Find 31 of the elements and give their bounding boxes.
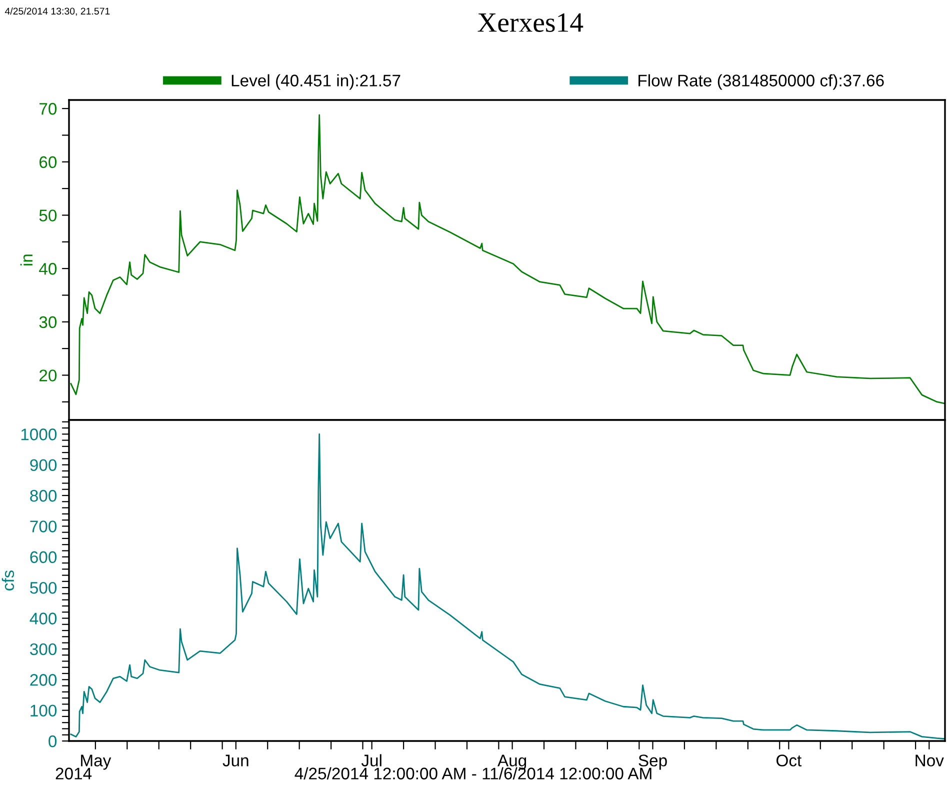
- y-tick-label: 40: [39, 262, 57, 275]
- x-tick-label: Nov: [916, 754, 944, 766]
- y-axis-title: in: [20, 254, 32, 266]
- line-series: [70, 114, 945, 404]
- text: 2014: [56, 768, 92, 780]
- y-axis-title: cfs: [2, 570, 14, 590]
- y-tick-label: 60: [40, 156, 57, 168]
- y-tick-label: 200: [30, 674, 57, 686]
- y-tick-label: 600: [30, 551, 57, 564]
- y-tick-label: 100: [30, 704, 57, 717]
- y-tick-label: 70: [40, 102, 57, 115]
- y-tick-label: 1000: [21, 428, 57, 440]
- legend-label: Flow Rate (3814850000 cf):37.66: [638, 74, 884, 90]
- y-tick-label: 300: [30, 643, 57, 656]
- x-tick-label: May: [81, 754, 112, 770]
- y-tick-label: 20: [39, 370, 57, 382]
- x-tick-label: Oct: [776, 754, 802, 766]
- x-tick-label: Sep: [638, 754, 667, 770]
- y-tick-label: 400: [30, 612, 57, 624]
- y-tick-label: 30: [39, 316, 57, 328]
- y-tick-label: 50: [39, 210, 57, 222]
- y-tick-label: 500: [30, 582, 57, 594]
- y-tick-label: 700: [30, 520, 57, 532]
- legend-label: Level (40.451 in):21.57: [232, 74, 400, 90]
- text: 4/25/2014 13:30, 21.571: [4, 7, 110, 16]
- y-tick-label: 900: [30, 459, 57, 472]
- x-tick-label: Jul: [361, 754, 382, 766]
- y-tick-label: 0: [48, 735, 57, 748]
- y-tick-label: 800: [30, 490, 57, 502]
- x-tick-label: Jun: [222, 754, 248, 766]
- chart-title: Xerxes14: [478, 13, 584, 32]
